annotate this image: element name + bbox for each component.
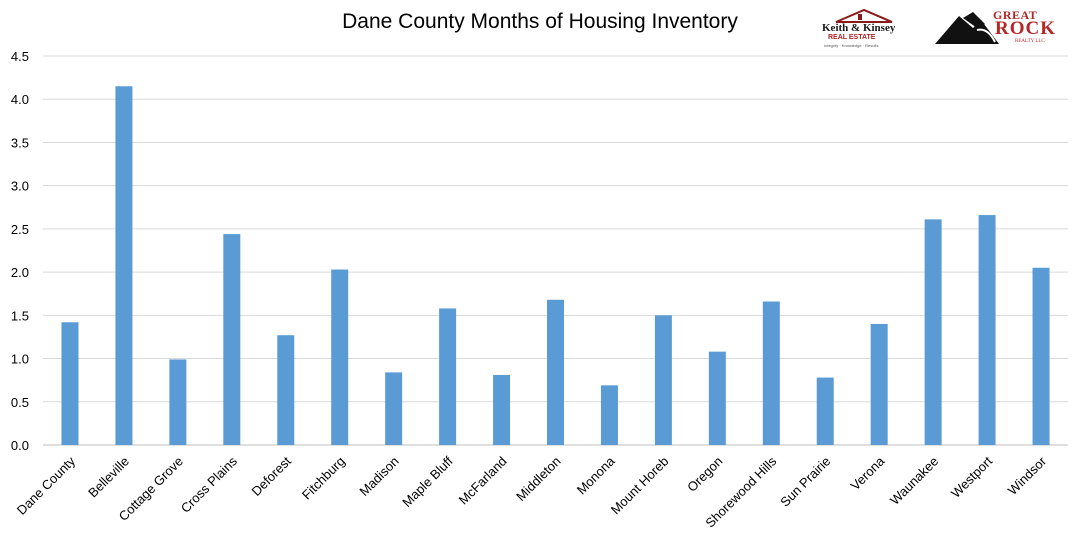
- y-tick-label: 3.5: [11, 135, 29, 150]
- y-tick-label: 4.0: [11, 92, 29, 107]
- bar-waunakee: [924, 219, 942, 445]
- y-axis-ticks: 0.0 0.5 1.0 1.5 2.0 2.5 3.0 3.5 4.0 4.5: [11, 49, 29, 453]
- bar-oregon: [708, 351, 726, 445]
- x-tick-label: Maple Bluff: [399, 453, 456, 510]
- x-tick-label: Dane County: [14, 453, 79, 518]
- great-rock-realty: REALTY LLC: [1015, 39, 1045, 44]
- chart-title: Dane County Months of Housing Inventory: [342, 10, 738, 33]
- keith-kinsey-sub: REAL ESTATE: [828, 34, 876, 41]
- y-tick-label: 0.0: [11, 438, 29, 453]
- x-tick-label: Deforest: [249, 453, 295, 499]
- x-tick-label: Waunakee: [887, 454, 941, 508]
- bar-verona: [870, 323, 888, 445]
- bar-cross-plains: [223, 234, 241, 445]
- great-rock-logo: GREAT ROCK REALTY LLC: [933, 6, 1057, 48]
- x-tick-label: Oregon: [684, 454, 725, 495]
- x-tick-label: McFarland: [456, 454, 510, 508]
- bar-belleville: [115, 86, 133, 445]
- x-tick-label: Monona: [574, 453, 618, 497]
- y-tick-label: 2.0: [11, 265, 29, 280]
- y-tick-label: 1.5: [11, 308, 29, 323]
- x-tick-label: Windsor: [1005, 453, 1050, 498]
- bar-cottage-grove: [169, 359, 187, 445]
- x-tick-label: Verona: [848, 453, 888, 493]
- keith-kinsey-tagline: Integrity · Knowledge · Results: [824, 43, 879, 48]
- keith-kinsey-name: Keith & Kinsey: [822, 22, 896, 34]
- x-tick-label: Fitchburg: [299, 454, 348, 503]
- bar-mount-horeb: [654, 315, 672, 445]
- bars: [61, 86, 1050, 445]
- bar-sun-prairie: [816, 377, 834, 445]
- y-tick-label: 3.0: [11, 179, 29, 194]
- x-tick-label: Mount Horeb: [608, 454, 672, 518]
- x-tick-label: Westport: [948, 453, 995, 500]
- great-rock-rock: ROCK: [995, 18, 1056, 39]
- bar-fitchburg: [331, 269, 349, 445]
- x-tick-label: Madison: [356, 454, 401, 499]
- y-tick-label: 4.5: [11, 49, 29, 64]
- bar-mcfarland: [493, 374, 511, 445]
- x-tick-label: Middleton: [513, 454, 563, 504]
- x-tick-label: Cross Plains: [178, 453, 241, 516]
- bar-monona: [600, 385, 618, 445]
- bar-maple-bluff: [439, 308, 457, 445]
- bar-dane-county: [61, 322, 79, 445]
- y-tick-label: 1.0: [11, 352, 29, 367]
- great-rock-great: GREAT: [993, 8, 1038, 22]
- x-tick-label: Belleville: [85, 454, 132, 501]
- y-tick-label: 2.5: [11, 222, 29, 237]
- bar-madison: [385, 372, 403, 445]
- x-tick-label: Sun Prairie: [777, 454, 833, 510]
- bar-deforest: [277, 335, 295, 445]
- bar-middleton: [547, 299, 564, 445]
- y-tick-label: 0.5: [11, 395, 29, 410]
- bar-westport: [978, 215, 996, 445]
- bar-windsor: [1032, 267, 1050, 445]
- bar-shorewood-hills: [762, 301, 780, 445]
- keith-kinsey-logo: Keith & Kinsey REAL ESTATE Integrity · K…: [818, 8, 910, 48]
